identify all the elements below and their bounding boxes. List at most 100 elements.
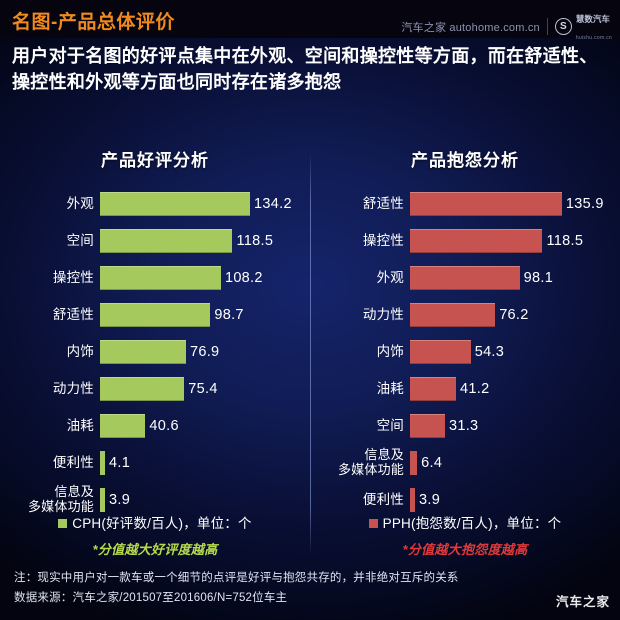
panel-divider <box>310 152 311 556</box>
bar-value-label: 3.9 <box>109 491 131 508</box>
bar-row: 内饰 54.3 <box>310 333 620 370</box>
bar <box>100 302 211 327</box>
bar-value-label: 6.4 <box>421 454 443 471</box>
bar <box>410 376 457 401</box>
footnote-disclaimer: 注：现实中用户对一款车或一个细节的点评是好评与抱怨共存的，并非绝对互斥的关系 <box>14 571 459 584</box>
bar-category-label: 舒适性 <box>52 306 94 322</box>
bar-value-label: 41.2 <box>460 380 490 397</box>
bar-category-label: 外观 <box>376 269 404 285</box>
praise-legend-line: CPH(好评数/百人)，单位：个 <box>0 512 310 532</box>
bar <box>410 487 415 512</box>
bar <box>410 339 471 364</box>
bar-category-label: 油耗 <box>376 380 404 396</box>
bar-category-label: 空间 <box>66 232 94 248</box>
huishu-url: huishu.com.cn <box>575 34 612 41</box>
brand-divider <box>546 18 548 36</box>
bar-category-label: 便利性 <box>52 454 94 470</box>
huishu-name: 慧数汽车 <box>575 14 610 24</box>
bar-value-label: 40.6 <box>149 417 179 434</box>
bar-row: 舒适性 135.9 <box>310 185 620 222</box>
bar-category-label: 油耗 <box>66 417 94 433</box>
bar-category-label: 空间 <box>376 417 404 433</box>
bar-value-label: 98.7 <box>214 306 244 323</box>
complaint-legend-swatch-icon <box>368 518 378 528</box>
bar-category-label: 外观 <box>66 195 94 211</box>
bar-row: 油耗 40.6 <box>0 407 310 444</box>
footer-notes: 注：现实中用户对一款车或一个细节的点评是好评与抱怨共存的，并非绝对互斥的关系 数… <box>14 568 554 608</box>
huishu-logo-text: 慧数汽车 huishu.com.cn <box>576 10 612 44</box>
bar <box>100 228 233 253</box>
bar-value-label: 118.5 <box>546 232 584 249</box>
complaint-annotation: *分值越大抱怨度越高 <box>402 542 528 557</box>
praise-legend-label: CPH(好评数/百人)，单位：个 <box>72 516 252 531</box>
page-title: 名图-产品总体评价 <box>12 12 175 33</box>
bar-category-label: 便利性 <box>362 491 404 507</box>
bar <box>410 413 445 438</box>
bar-value-label: 4.1 <box>109 454 131 471</box>
bar-row: 空间 31.3 <box>310 407 620 444</box>
complaint-bar-rows: 舒适性 135.9 操控性 118.5 外观 98.1 动力性 76.2 内饰 54.3 油耗 41.… <box>310 185 620 518</box>
bar-row: 信息及 多媒体功能 6.4 <box>310 444 620 481</box>
bar-row: 外观 98.1 <box>310 259 620 296</box>
bar-value-label: 75.4 <box>188 380 218 397</box>
bar-value-label: 3.9 <box>419 491 441 508</box>
bar <box>410 191 562 216</box>
autohome-logo: 汽车之家 autohome.com.cn <box>401 21 540 34</box>
bar-category-label: 内饰 <box>376 343 404 359</box>
praise-legend: CPH(好评数/百人)，单位：个 *分值越大好评度越高 <box>0 512 310 558</box>
huishu-logo: S 慧数汽车 huishu.com.cn <box>554 10 612 44</box>
complaint-legend-line: PPH(抱怨数/百人)，单位：个 <box>310 512 620 532</box>
huishu-mark-icon: S <box>554 18 572 36</box>
bar-row: 便利性 3.9 <box>310 481 620 518</box>
bar-category-label: 内饰 <box>66 343 94 359</box>
bar-row: 外观 134.2 <box>0 185 310 222</box>
bar-row: 动力性 75.4 <box>0 370 310 407</box>
complaint-legend-label: PPH(抱怨数/百人)，单位：个 <box>382 516 562 531</box>
bar-category-label: 信息及 多媒体功能 <box>337 446 404 477</box>
footnote-source: 数据来源：汽车之家/201507至201606/N=752位车主 <box>14 591 288 604</box>
bar-row: 舒适性 98.7 <box>0 296 310 333</box>
bar-row: 操控性 118.5 <box>310 222 620 259</box>
bar-category-label: 动力性 <box>362 306 404 322</box>
bar-row: 信息及 多媒体功能 3.9 <box>0 481 310 518</box>
bar-value-label: 76.9 <box>189 343 220 360</box>
complaint-chart-panel: 产品抱怨分析 舒适性 135.9 操控性 118.5 外观 98.1 动力性 76.2 内饰 54… <box>310 140 620 560</box>
bar-value-label: 108.2 <box>224 269 263 286</box>
bar-value-label: 118.5 <box>236 232 274 249</box>
bar-category-label: 操控性 <box>362 232 404 248</box>
praise-annotation: *分值越大好评度越高 <box>92 542 218 557</box>
bar-category-label: 舒适性 <box>362 195 404 211</box>
header-branding: 汽车之家 autohome.com.cn S 慧数汽车 huishu.com.c… <box>401 10 612 44</box>
bar-category-label: 动力性 <box>52 380 94 396</box>
bar <box>100 191 251 216</box>
praise-chart-panel: 产品好评分析 外观 134.2 空间 118.5 操控性 108.2 舒适性 98.7 内饰 76… <box>0 140 310 560</box>
bar <box>100 339 186 364</box>
bar-value-label: 54.3 <box>474 343 505 360</box>
complaint-legend: PPH(抱怨数/百人)，单位：个 *分值越大抱怨度越高 <box>310 512 620 558</box>
bar-row: 内饰 76.9 <box>0 333 310 370</box>
praise-legend-swatch-icon <box>58 518 68 528</box>
bar <box>100 265 221 290</box>
bar-value-label: 31.3 <box>448 417 479 434</box>
summary-text: 用户对于名图的好评点集中在外观、空间和操控性等方面，而在舒适性、操控性和外观等方… <box>12 46 598 92</box>
bar <box>410 450 418 475</box>
praise-chart-title: 产品好评分析 <box>101 151 209 170</box>
bar-row: 油耗 41.2 <box>310 370 620 407</box>
bar <box>100 487 105 512</box>
watermark: 汽车之家 <box>555 595 610 609</box>
bar <box>100 376 185 401</box>
bar-category-label: 信息及 多媒体功能 <box>27 483 94 514</box>
header-bar: 名图-产品总体评价 汽车之家 autohome.com.cn S 慧数汽车 hu… <box>0 0 620 40</box>
bar <box>100 450 105 475</box>
bar <box>410 228 543 253</box>
complaint-chart-title: 产品抱怨分析 <box>411 151 519 170</box>
bar-value-label: 134.2 <box>254 195 292 212</box>
bar-row: 空间 118.5 <box>0 222 310 259</box>
bar-category-label: 操控性 <box>52 269 94 285</box>
bar <box>410 265 520 290</box>
bar <box>410 302 496 327</box>
bar-row: 动力性 76.2 <box>310 296 620 333</box>
praise-bar-rows: 外观 134.2 空间 118.5 操控性 108.2 舒适性 98.7 内饰 76.9 动力性 75… <box>0 185 310 518</box>
bar-value-label: 76.2 <box>499 306 529 323</box>
